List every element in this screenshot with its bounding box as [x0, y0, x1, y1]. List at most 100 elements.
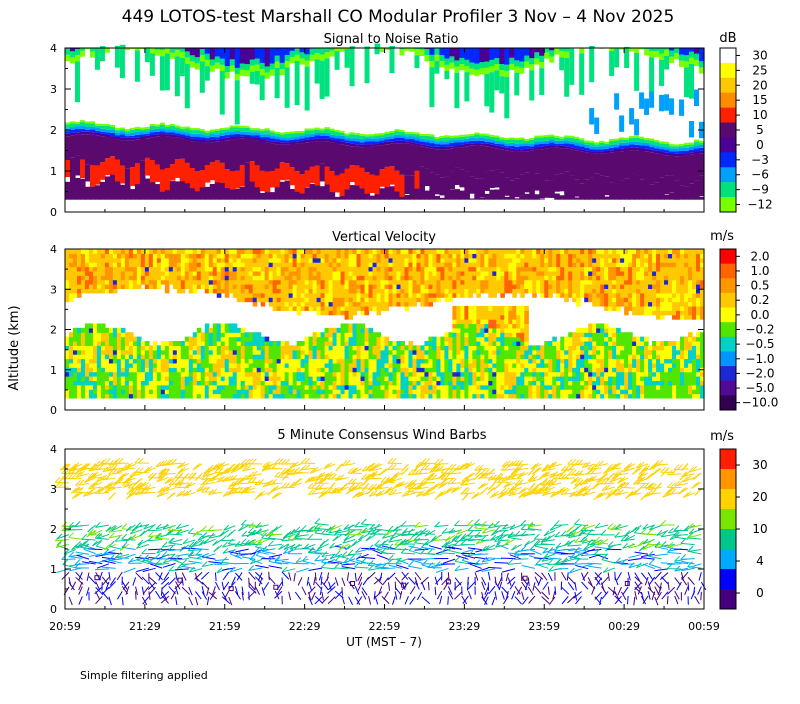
snr-cell	[434, 144, 440, 147]
vv-cell	[392, 258, 397, 263]
snr-cell	[95, 48, 101, 69]
vv-cell	[109, 394, 114, 399]
vv-cell	[85, 385, 90, 390]
snr-cell	[250, 130, 256, 132]
snr-cell	[634, 145, 640, 148]
vv-cell	[289, 284, 294, 289]
y-tick-label: 1	[50, 165, 57, 178]
vv-cell	[552, 337, 557, 342]
vv-cell	[133, 337, 138, 342]
vv-cell	[85, 372, 90, 377]
vv-cell	[341, 359, 346, 364]
vv-cell	[309, 350, 314, 355]
snr-cell	[200, 55, 206, 61]
vv-cell	[520, 372, 525, 377]
snr-cell	[120, 165, 126, 183]
vv-cell	[213, 267, 218, 272]
vv-cell	[436, 297, 441, 302]
vv-cell	[377, 337, 382, 342]
vv-cell	[65, 253, 70, 258]
vv-cell	[169, 341, 174, 346]
vv-cell	[321, 249, 326, 254]
vv-cell	[528, 262, 533, 267]
vv-cell	[408, 363, 413, 368]
snr-cell	[180, 134, 186, 136]
snr-cell	[389, 141, 395, 143]
vv-cell	[137, 394, 142, 399]
vv-cell	[488, 284, 493, 289]
vv-cell	[512, 306, 517, 311]
snr-cell	[539, 56, 545, 62]
vv-cell	[400, 262, 405, 267]
snr-cell	[404, 144, 410, 175]
vv-cell	[357, 271, 362, 276]
vv-cell	[69, 332, 74, 337]
vv-cell	[109, 376, 114, 381]
vv-cell	[400, 372, 405, 377]
vv-cell	[161, 376, 166, 381]
vv-cell	[440, 258, 445, 263]
vv-cell	[129, 267, 134, 272]
vv-cell	[516, 280, 521, 285]
vv-cell	[105, 284, 110, 289]
vv-cell	[297, 380, 302, 385]
vv-cell	[289, 359, 294, 364]
snr-cell	[689, 64, 695, 99]
snr-cell	[494, 64, 500, 70]
vv-cell	[261, 253, 266, 258]
snr-cell	[325, 58, 331, 96]
snr-cell	[90, 165, 96, 187]
vv-cell	[305, 345, 310, 350]
vv-cell	[229, 323, 234, 328]
vv-cell	[313, 280, 318, 285]
vv-cell	[369, 367, 374, 372]
vv-cell	[512, 249, 517, 254]
vv-cell	[353, 350, 358, 355]
snr-cell	[275, 48, 281, 56]
snr-cell	[110, 136, 116, 138]
vv-cell	[77, 258, 82, 263]
vv-cell	[69, 284, 74, 289]
vv-cell	[241, 341, 246, 346]
vv-cell	[109, 350, 114, 355]
vv-cell	[241, 389, 246, 394]
snr-cell	[689, 143, 695, 145]
vv-cell	[365, 288, 370, 293]
snr-cell	[200, 137, 206, 140]
snr-cell	[360, 136, 366, 140]
vv-cell	[508, 350, 513, 355]
vv-cell	[133, 271, 138, 276]
vv-cell	[197, 367, 202, 372]
vv-cell	[81, 385, 86, 390]
vv-cell	[333, 302, 338, 307]
vv-cell	[265, 337, 270, 342]
vv-cell	[77, 363, 82, 368]
vv-cell	[476, 337, 481, 342]
vv-cell	[568, 341, 573, 346]
vv-cell	[564, 249, 569, 254]
vv-cell	[281, 367, 286, 372]
vv-cell	[89, 249, 94, 254]
vv-cell	[416, 345, 421, 350]
vv-cell	[548, 367, 553, 372]
vv-cell	[317, 341, 322, 346]
vv-cell	[333, 380, 338, 385]
vv-cell	[225, 258, 230, 263]
vv-cell	[281, 376, 286, 381]
snr-cell	[155, 164, 161, 181]
vv-cell	[488, 280, 493, 285]
snr-cell	[125, 133, 131, 136]
vv-cell	[472, 249, 477, 254]
vv-cell	[468, 337, 473, 342]
vv-cell	[484, 319, 489, 324]
vv-cell	[261, 280, 266, 285]
vv-cell	[440, 249, 445, 254]
vv-cell	[117, 394, 122, 399]
vv-cell	[524, 354, 529, 359]
vv-cell	[205, 262, 210, 267]
vv-cell	[261, 267, 266, 272]
vv-cell	[277, 341, 282, 346]
vv-cell	[472, 341, 477, 346]
vv-cell	[436, 376, 441, 381]
vv-cell	[396, 302, 401, 307]
